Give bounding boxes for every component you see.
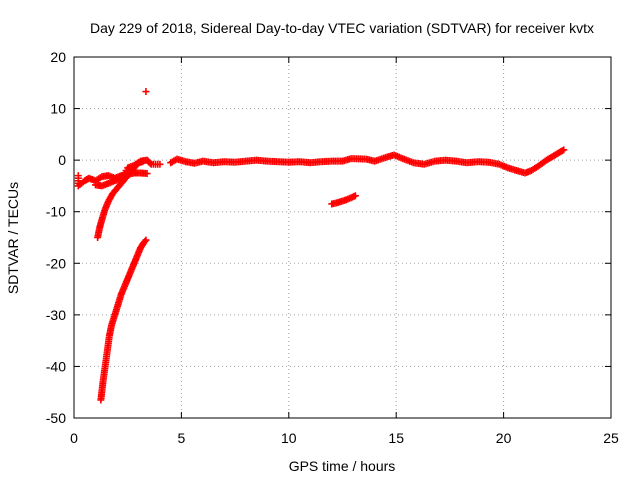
x-tick-label: 20	[496, 430, 512, 446]
y-tick-label: -40	[46, 358, 66, 374]
plot-frame	[73, 56, 612, 419]
y-tick-label: -20	[46, 255, 66, 271]
data-point	[142, 236, 150, 244]
x-tick-label: 5	[178, 430, 186, 446]
data-point	[103, 180, 111, 188]
data-point	[560, 146, 568, 154]
grid-lines	[74, 57, 611, 418]
data-point	[146, 159, 154, 167]
y-tick-label: 20	[50, 49, 66, 65]
chart-title: Day 229 of 2018, Sidereal Day-to-day VTE…	[90, 20, 594, 36]
data-point	[141, 237, 149, 245]
y-tick-label: 0	[58, 152, 66, 168]
data-point	[142, 88, 150, 96]
data-point	[135, 158, 143, 166]
x-tick-label: 25	[603, 430, 619, 446]
x-tick-label: 0	[70, 430, 78, 446]
x-tick-label: 15	[388, 430, 404, 446]
data-point	[122, 167, 130, 175]
data-point	[96, 174, 104, 182]
data-point	[109, 177, 117, 185]
data-point	[145, 158, 153, 166]
x-tick-label: 10	[281, 430, 297, 446]
x-axis-label: GPS time / hours	[289, 458, 396, 474]
tick-labels: 0 5 10 15 20 25 -50 -40 -30 -20 -10 0 10 20	[46, 49, 619, 446]
data-points	[74, 88, 568, 404]
data-point	[558, 147, 566, 155]
data-point	[154, 160, 162, 168]
data-point	[351, 192, 359, 200]
y-axis-label: SDTVAR / TECUs	[5, 182, 21, 294]
data-point	[141, 169, 149, 177]
y-tick-label: -50	[46, 410, 66, 426]
data-point	[116, 175, 124, 183]
y-tick-label: 10	[50, 101, 66, 117]
axis-ticks	[73, 56, 612, 419]
y-tick-label: -30	[46, 307, 66, 323]
y-tick-label: -10	[46, 204, 66, 220]
